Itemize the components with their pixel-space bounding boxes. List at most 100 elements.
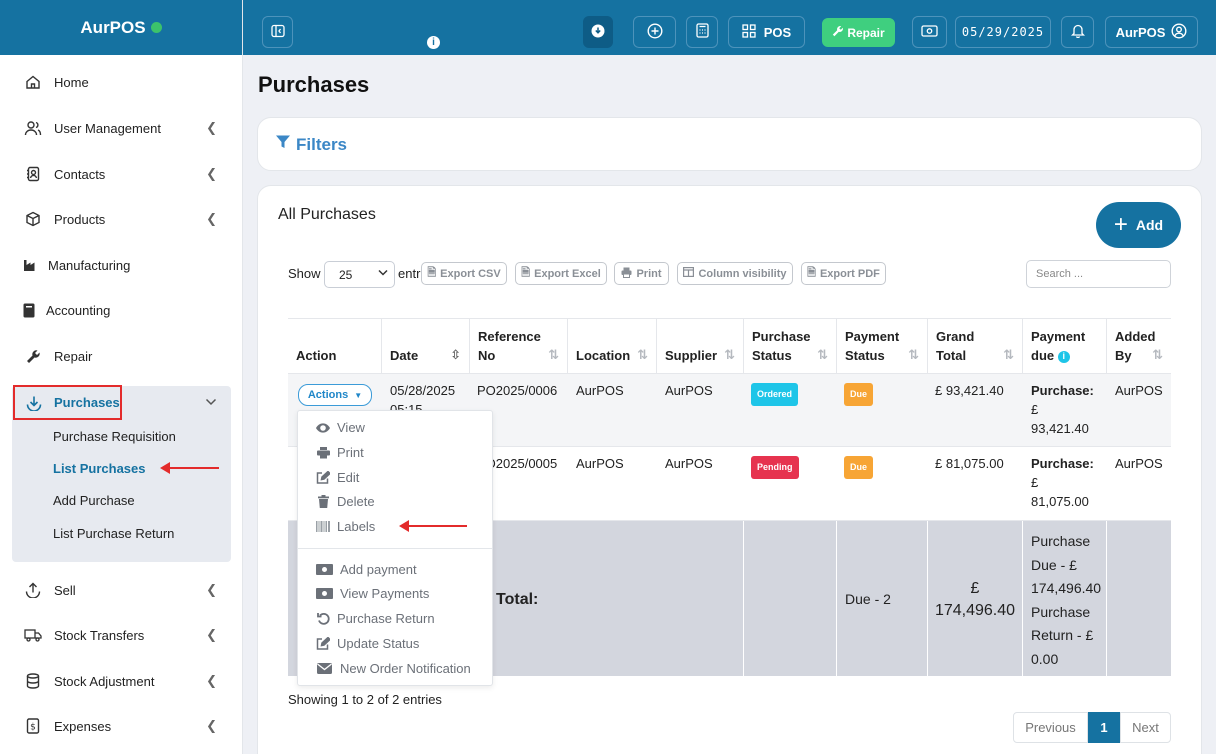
entries-select[interactable]: 25 [324, 261, 395, 288]
menu-item-labels[interactable]: Labels [316, 519, 375, 534]
filters-toggle[interactable]: Filters [275, 134, 347, 155]
info-icon[interactable]: i [1057, 350, 1070, 363]
sidebar-item-label: Expenses [54, 718, 112, 734]
sidebar-subitem-list-purchase-return[interactable]: List Purchase Return [53, 526, 175, 541]
sidebar-item-sell[interactable]: Sell ❮ [12, 573, 231, 607]
download-arrow-icon [24, 395, 44, 411]
actions-button[interactable]: Actions ▼ [298, 384, 372, 406]
sidebar-item-contacts[interactable]: Contacts ❮ [12, 157, 231, 191]
menu-divider [298, 548, 492, 549]
col-location-header[interactable]: Location ⇅ [568, 318, 657, 374]
sort-icon: ⇅ [1152, 347, 1163, 362]
brand-logo[interactable]: AurPOS [0, 0, 242, 55]
contacts-icon [22, 165, 44, 183]
export-excel-button[interactable]: 🗎 Export Excel [515, 262, 607, 285]
sidebar-item-label: Sell [54, 582, 76, 598]
row-payment-due: Purchase: £81,075.00 [1031, 456, 1094, 509]
add-new-button[interactable] [633, 16, 676, 48]
info-icon[interactable]: i [427, 36, 440, 49]
sidebar-item-user-management[interactable]: User Management ❮ [12, 111, 231, 145]
col-grand-total-header[interactable]: Grand Total ⇅ [928, 318, 1023, 374]
sidebar-item-manufacturing[interactable]: Manufacturing [12, 248, 231, 282]
row-payment-status[interactable]: Due [844, 456, 874, 479]
total-grand-total: £174,496.40 [934, 580, 1016, 619]
menu-item-purchase-return[interactable]: Purchase Return [316, 611, 435, 626]
col-reference-header[interactable]: Reference No ⇅ [470, 318, 568, 374]
show-label: Show [288, 266, 321, 281]
sidebar-item-label: Repair [54, 348, 93, 364]
home-icon [22, 73, 44, 91]
filters-card[interactable] [257, 117, 1202, 171]
repair-button[interactable]: Repair [822, 18, 895, 47]
chevron-left-icon: ❮ [206, 673, 217, 688]
sidebar-item-expenses[interactable]: $ Expenses ❮ [12, 709, 231, 743]
row-purchase-status: Pending [751, 456, 799, 479]
notifications-button[interactable] [1061, 16, 1094, 48]
col-added-by-header[interactable]: Added By ⇅ [1115, 329, 1163, 363]
file-icon: 🗎 [521, 267, 531, 279]
cash-register-button[interactable] [912, 16, 947, 48]
sidebar-subitem-list-purchases[interactable]: List Purchases [53, 461, 146, 476]
menu-item-print[interactable]: Print [316, 445, 364, 460]
trash-icon [316, 495, 330, 508]
sidebar-item-products[interactable]: Products ❮ [12, 202, 231, 236]
menu-item-view[interactable]: View [316, 420, 365, 435]
dollar-file-icon: $ [22, 717, 44, 735]
row-location: AurPOS [576, 383, 624, 398]
chevron-left-icon: ❮ [206, 718, 217, 733]
menu-item-update-status[interactable]: Update Status [316, 636, 419, 651]
sidebar-subitem-purchase-requisition[interactable]: Purchase Requisition [53, 429, 176, 444]
col-date-header[interactable]: Date ⇳ [382, 318, 470, 374]
col-action-header: Action [288, 318, 382, 374]
row-grand-total: £ 81,075.00 [935, 456, 1004, 471]
pagination-next[interactable]: Next [1120, 712, 1171, 743]
pos-button[interactable]: POS [728, 16, 805, 48]
col-payment-status-header[interactable]: Payment Status ⇅ [837, 318, 928, 374]
annotation-arrow [160, 462, 219, 474]
row-supplier: AurPOS [665, 383, 713, 398]
users-icon [22, 119, 44, 137]
edit-icon [316, 637, 330, 650]
col-supplier-header[interactable]: Supplier ⇅ [657, 318, 744, 374]
showing-entries-info: Showing 1 to 2 of 2 entries [288, 692, 442, 707]
chevron-left-icon: ❮ [206, 166, 217, 181]
wrench-icon [22, 347, 44, 365]
user-menu-button[interactable]: AurPOS [1105, 16, 1198, 48]
menu-item-new-order-notification[interactable]: New Order Notification [316, 661, 471, 676]
menu-item-edit[interactable]: Edit [316, 470, 359, 485]
menu-item-delete[interactable]: Delete [316, 494, 375, 509]
wrench-icon [832, 25, 844, 40]
export-pdf-button[interactable]: 🗎 Export PDF [801, 262, 886, 285]
status-badge[interactable]: Due [844, 456, 874, 479]
sidebar-item-purchases[interactable]: Purchases [13, 385, 122, 420]
sidebar-subitem-add-purchase[interactable]: Add Purchase [53, 493, 135, 508]
add-purchase-button[interactable]: + Add [1096, 202, 1181, 248]
download-button[interactable] [583, 16, 613, 48]
sidebar-item-stock-adjustment[interactable]: Stock Adjustment ❮ [12, 664, 231, 698]
pagination-previous[interactable]: Previous [1013, 712, 1088, 743]
status-badge[interactable]: Due [844, 383, 874, 406]
print-icon [621, 267, 632, 281]
search-input[interactable]: Search ... [1026, 260, 1171, 288]
sidebar-item-stock-transfers[interactable]: Stock Transfers ❮ [12, 618, 231, 652]
sidebar-item-accounting[interactable]: Accounting [12, 293, 231, 327]
col-purchase-status-header[interactable]: Purchase Status ⇅ [744, 318, 837, 374]
sidebar-item-repair[interactable]: Repair [12, 339, 231, 373]
user-label: AurPOS [1115, 24, 1166, 40]
sidebar-item-label: Products [54, 211, 106, 227]
sort-icon: ⇅ [817, 347, 828, 362]
sidebar-item-home[interactable]: Home [12, 65, 231, 99]
button-label: Print [636, 267, 662, 280]
menu-item-add-payment[interactable]: Add payment [316, 562, 417, 577]
toggle-sidebar-button[interactable] [262, 16, 293, 48]
sort-desc-icon: ⇳ [450, 347, 461, 362]
sidebar-toggle-icon [270, 24, 285, 41]
menu-item-view-payments[interactable]: View Payments [316, 586, 429, 601]
print-button[interactable]: Print [614, 262, 669, 285]
row-payment-status[interactable]: Due [844, 383, 874, 406]
column-visibility-button[interactable]: Column visibility [677, 262, 793, 285]
export-csv-button[interactable]: 🗎 Export CSV [421, 262, 507, 285]
pagination-page-1[interactable]: 1 [1088, 712, 1120, 743]
button-label: Export PDF [819, 267, 880, 280]
calculator-button[interactable] [686, 16, 718, 48]
